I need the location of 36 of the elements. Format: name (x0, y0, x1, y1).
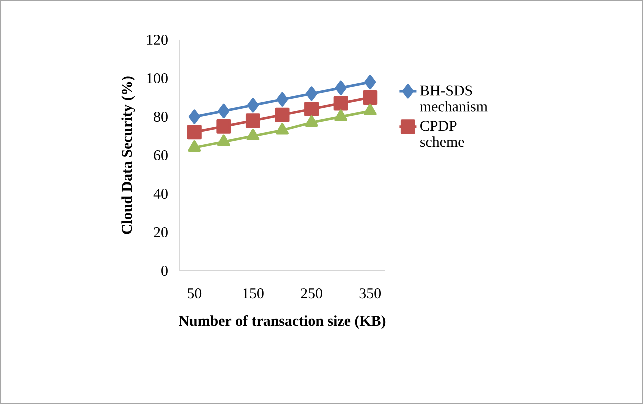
point (187, 125, 202, 140)
point (276, 92, 288, 107)
point (334, 110, 348, 122)
x-tick-label: 350 (360, 288, 381, 299)
point (188, 140, 202, 152)
y-tick-label: 0 (162, 266, 168, 276)
point (246, 129, 260, 140)
point (304, 102, 320, 117)
y-tick-label: 20 (154, 227, 168, 238)
point (217, 134, 230, 146)
x-tick-label: 150 (243, 288, 264, 299)
legend-label: CPDP scheme (420, 121, 464, 148)
point (276, 123, 289, 135)
point (364, 75, 376, 90)
y-tick-label: 60 (154, 150, 168, 161)
y-tick-label: 100 (147, 73, 168, 84)
y-tick-label: 120 (147, 34, 168, 46)
point (218, 104, 230, 118)
point (363, 90, 378, 105)
x-axis-title: Number of transaction size (KB) (179, 315, 386, 330)
x-tick-label: 50 (188, 288, 202, 299)
point (216, 119, 232, 134)
point (247, 98, 259, 113)
point (246, 114, 260, 128)
y-tick-label: 80 (154, 112, 168, 122)
point (305, 116, 318, 128)
point (306, 86, 318, 102)
y-tick-label: 40 (154, 188, 168, 200)
point (188, 110, 200, 124)
point (275, 108, 290, 122)
point (334, 96, 348, 111)
x-tick-label: 250 (301, 288, 322, 299)
point (335, 80, 347, 96)
y-axis-title: Cloud Data Security (%) (122, 76, 136, 234)
legend-label: BH-SDS mechanism (420, 86, 488, 112)
point (364, 104, 377, 116)
